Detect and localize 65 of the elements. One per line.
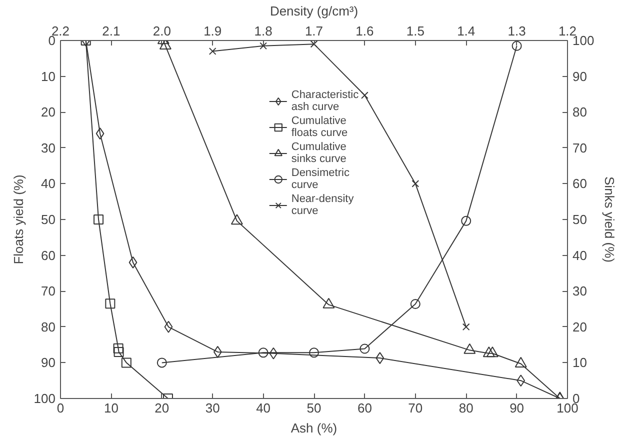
- point: [269, 347, 278, 360]
- x2-tick-label: 1.8: [254, 24, 272, 38]
- point: [516, 374, 526, 387]
- y-tick-label: 10: [41, 68, 56, 84]
- y-tick-label: 30: [41, 140, 56, 156]
- point: [482, 346, 495, 358]
- x2-tick-label: 2.0: [152, 24, 171, 38]
- point: [114, 346, 124, 357]
- y-tick-label: 100: [34, 391, 56, 406]
- point: [121, 358, 132, 368]
- y2-tick-label: 20: [572, 319, 587, 334]
- y2-tick-label: 60: [572, 176, 587, 192]
- y2-axis-title: Sinks yield (%): [602, 176, 618, 262]
- x-tick-label: 90: [510, 400, 524, 416]
- y2-tick-label: 50: [572, 212, 587, 227]
- y-axis-title: Floats yield (%): [10, 174, 26, 264]
- x2-tick-label: 2.1: [102, 24, 120, 38]
- point: [113, 343, 124, 354]
- x2-tick-label: 1.7: [304, 24, 324, 38]
- point: [514, 356, 527, 368]
- x2-axis-title: Density (g/cm³): [270, 4, 358, 18]
- legend-label: Near-density curve: [291, 193, 354, 217]
- x2-tick-label: 1.6: [356, 24, 374, 38]
- x-tick-label: 10: [104, 400, 118, 416]
- point: [464, 343, 476, 354]
- point: [486, 346, 498, 358]
- point: [105, 298, 116, 309]
- x2-tick-label: 1.4: [457, 24, 476, 38]
- x2-tick-label: 1.5: [406, 24, 424, 38]
- x-tick-label: 70: [408, 400, 423, 416]
- point: [164, 320, 173, 333]
- point: [376, 352, 384, 364]
- legend-label: Characteristic ash curve: [291, 89, 359, 113]
- legend-label: Densimetric curve: [291, 167, 350, 191]
- y-tick-label: 20: [41, 104, 56, 120]
- x-tick-label: 60: [357, 400, 372, 416]
- x-tick-label: 20: [154, 400, 170, 416]
- y-tick-label: 40: [41, 176, 56, 192]
- y2-tick-label: 40: [572, 248, 587, 263]
- x-tick-label: 50: [306, 400, 322, 416]
- x2-tick-label: 1.3: [508, 24, 526, 38]
- y-tick-label: 90: [41, 355, 56, 370]
- y-tick-label: 70: [41, 284, 56, 299]
- point: [94, 214, 104, 224]
- legend-label: Cumulative sinks curve: [291, 141, 346, 165]
- y2-tick-label: 70: [572, 140, 587, 156]
- y-tick-label: 60: [41, 248, 56, 263]
- point: [128, 256, 138, 268]
- x-tick-label: 80: [458, 400, 474, 416]
- y2-tick-label: 100: [572, 33, 594, 48]
- point: [230, 214, 243, 225]
- legend-label: Cumulative floats curve: [291, 115, 348, 139]
- y2-tick-label: 90: [572, 68, 587, 84]
- y2-tick-label: 10: [572, 355, 587, 370]
- x-tick-label: 40: [256, 400, 271, 416]
- x2-tick-label: 1.9: [204, 24, 222, 38]
- point: [159, 40, 172, 50]
- y-tick-label: 80: [41, 319, 56, 334]
- x-tick-label: 30: [205, 400, 220, 416]
- y-tick-label: 50: [41, 212, 56, 227]
- y2-tick-label: 80: [572, 104, 587, 120]
- point: [96, 128, 104, 140]
- y2-tick-label: 30: [572, 284, 587, 299]
- x-axis-title: Ash (%): [290, 420, 338, 436]
- point: [322, 298, 335, 308]
